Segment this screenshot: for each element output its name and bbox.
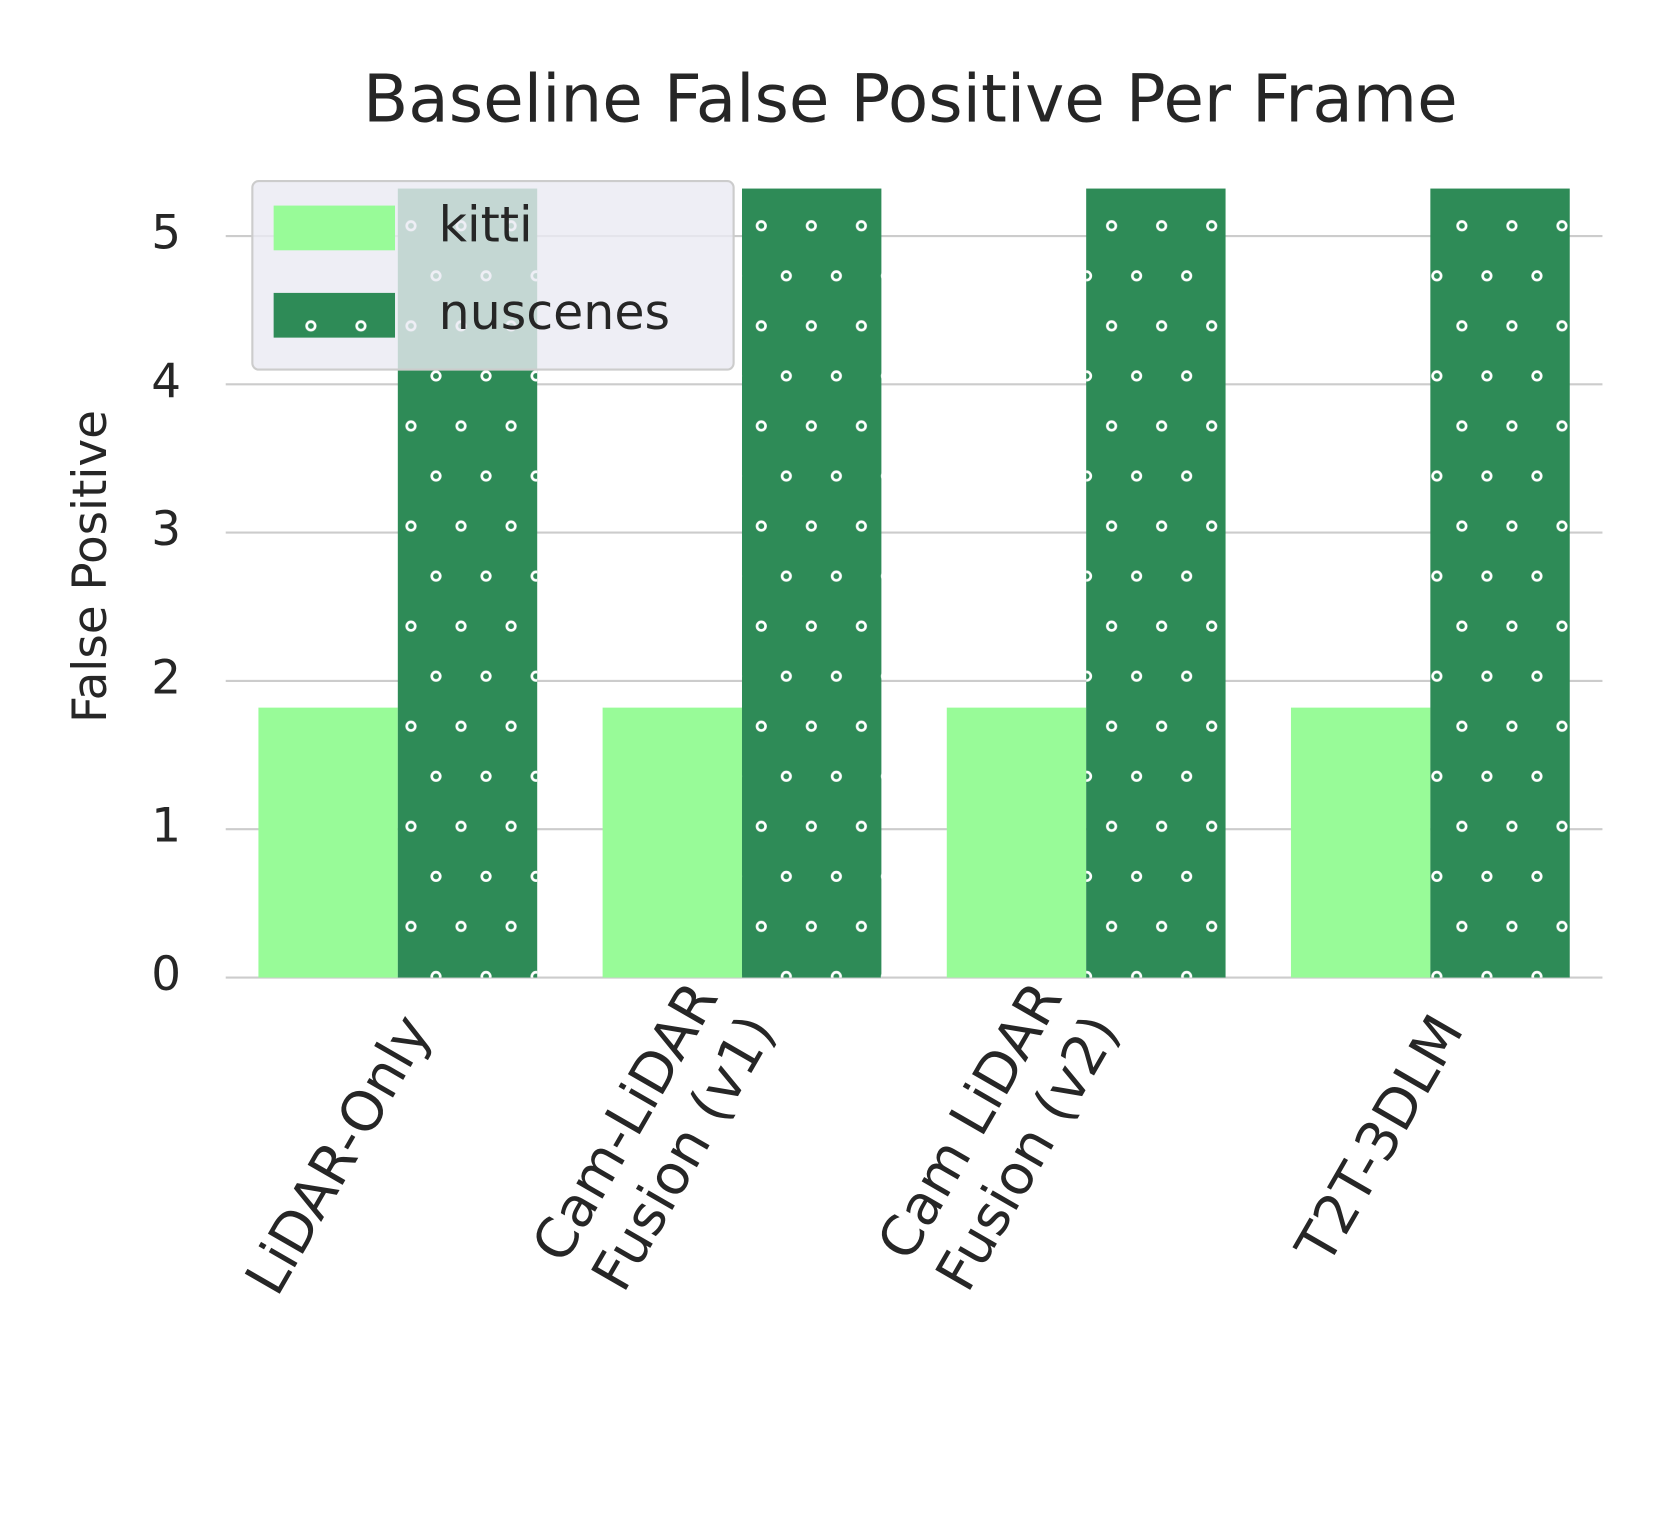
legend: kitti nuscenes (251, 180, 735, 371)
y-tick-label: 0 (151, 948, 181, 1002)
x-tick-label: Cam-LiDARFusion (v1) (521, 972, 789, 1306)
bar (946, 707, 1087, 978)
y-tick-label: 4 (151, 355, 181, 409)
bar-hatch (1086, 188, 1226, 978)
y-tick-label: 1 (151, 800, 181, 854)
bar (602, 707, 742, 978)
y-tick-label: 3 (151, 503, 181, 557)
legend-swatch-hatch (273, 292, 396, 338)
bar (1290, 707, 1431, 978)
x-tick-label: Cam LiDARFusion (v2) (866, 972, 1133, 1304)
y-tick-label: 5 (151, 207, 181, 261)
y-axis-label: False Positive (64, 410, 118, 723)
chart-title: Baseline False Positive Per Frame (363, 60, 1458, 137)
y-tick-label: 2 (151, 651, 181, 705)
x-tick-label: T2T-3DLM (1284, 1005, 1477, 1275)
legend-swatch (273, 205, 396, 251)
bar-hatch (741, 188, 882, 978)
bar-hatch (1430, 188, 1570, 978)
bar (258, 707, 398, 978)
x-tick-label: LiDAR-Only (234, 1005, 445, 1306)
legend-label: kitti (439, 196, 533, 253)
legend-label: nuscenes (439, 284, 670, 341)
